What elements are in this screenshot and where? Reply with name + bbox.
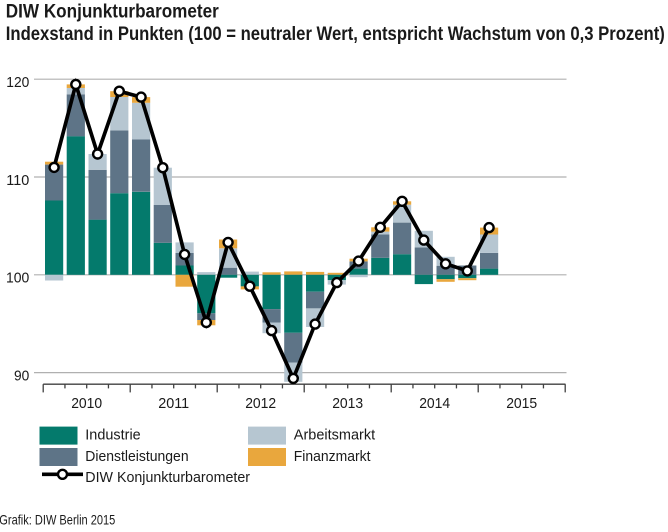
svg-text:120: 120 xyxy=(6,74,29,91)
svg-text:2013: 2013 xyxy=(332,395,363,412)
svg-text:2010: 2010 xyxy=(71,395,102,412)
svg-text:110: 110 xyxy=(6,172,29,189)
svg-text:Indexstand in Punkten (100 = n: Indexstand in Punkten (100 = neutraler W… xyxy=(6,24,665,45)
svg-text:Grafik: DIW Berlin 2015: Grafik: DIW Berlin 2015 xyxy=(0,512,115,528)
svg-text:DIW Konjunkturbarometer: DIW Konjunkturbarometer xyxy=(6,2,219,23)
svg-text:DIW Konjunkturbarometer: DIW Konjunkturbarometer xyxy=(85,469,250,486)
svg-text:2012: 2012 xyxy=(245,395,276,412)
svg-text:Dienstleistungen: Dienstleistungen xyxy=(85,448,188,465)
svg-text:2014: 2014 xyxy=(419,395,450,412)
svg-text:100: 100 xyxy=(6,270,29,287)
svg-text:2015: 2015 xyxy=(506,395,537,412)
svg-text:90: 90 xyxy=(14,368,29,385)
svg-text:2011: 2011 xyxy=(158,395,189,412)
svg-text:Finanzmarkt: Finanzmarkt xyxy=(294,448,371,465)
svg-text:Industrie: Industrie xyxy=(85,427,140,444)
svg-text:Arbeitsmarkt: Arbeitsmarkt xyxy=(294,427,376,444)
